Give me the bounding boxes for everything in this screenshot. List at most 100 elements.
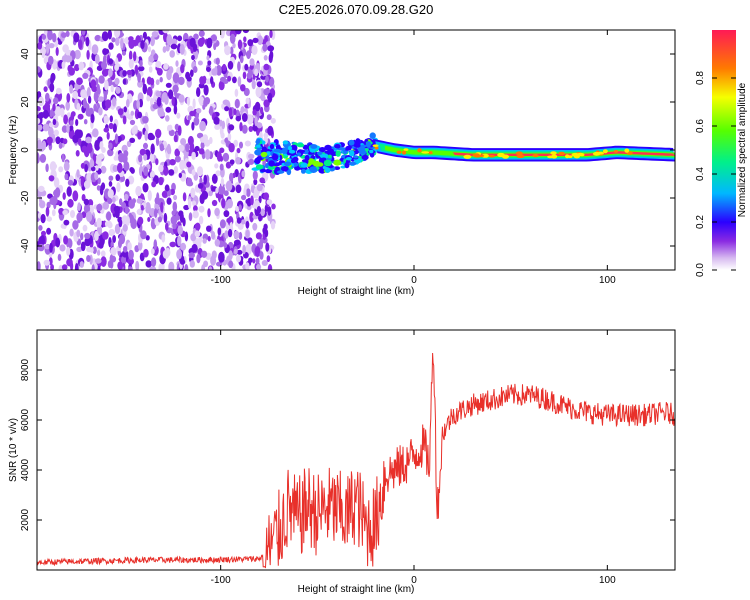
noise-blob [223, 79, 229, 84]
noise-blob [252, 109, 257, 116]
noise-blob [220, 132, 225, 139]
signal-blob [335, 150, 341, 157]
noise-blob [48, 43, 55, 49]
noise-blob [123, 193, 129, 201]
noise-blob [175, 60, 179, 67]
noise-blob [168, 124, 173, 131]
noise-blob [122, 50, 126, 56]
spectrogram-y-tick-label: -40 [20, 238, 31, 253]
noise-blob [139, 148, 147, 156]
noise-blob [137, 111, 143, 119]
noise-blob [191, 54, 195, 61]
noise-blob [90, 166, 96, 172]
noise-blob [106, 132, 110, 140]
noise-blob [255, 232, 262, 240]
noise-blob [263, 192, 270, 200]
noise-blob [186, 161, 192, 168]
noise-blob [188, 252, 195, 259]
noise-blob [269, 78, 274, 87]
noise-blob [137, 66, 145, 72]
noise-blob [189, 69, 194, 77]
noise-blob [169, 159, 176, 166]
noise-blob [82, 224, 88, 232]
noise-blob [156, 68, 163, 76]
noise-blob [74, 49, 81, 60]
noise-blob [79, 261, 85, 268]
noise-blob [263, 63, 270, 71]
noise-blob [151, 217, 155, 227]
noise-blob [150, 248, 155, 255]
noise-blob [70, 111, 76, 117]
noise-blob [124, 206, 129, 215]
noise-blob [114, 77, 120, 85]
signal-blob [323, 159, 332, 167]
noise-blob [201, 190, 209, 200]
spectrogram-ticks: -100 0 100 -40 -20 0 20 40 [20, 30, 675, 286]
noise-blob [186, 96, 191, 106]
noise-blob [77, 137, 82, 146]
noise-blob [173, 86, 178, 98]
noise-blob [242, 244, 246, 255]
noise-blob [150, 35, 155, 47]
noise-blob [137, 208, 142, 215]
noise-blob [208, 190, 213, 197]
signal-blob [321, 157, 327, 161]
noise-blob [159, 111, 166, 117]
noise-blob [246, 71, 253, 80]
noise-blob [37, 106, 41, 112]
noise-blob [40, 46, 46, 56]
signal-blob [316, 162, 324, 167]
noise-blob [147, 46, 152, 53]
noise-blob [120, 38, 124, 49]
noise-blob [155, 128, 162, 139]
noise-blob [252, 222, 258, 231]
noise-blob [44, 244, 51, 250]
noise-blob [223, 242, 228, 249]
noise-blob [37, 42, 43, 50]
noise-blob [245, 229, 250, 239]
noise-blob [228, 250, 233, 260]
noise-blob [45, 163, 49, 173]
noise-blob [67, 198, 74, 208]
noise-blob [198, 205, 205, 213]
chart-title: C2E5.2026.070.09.28.G20 [279, 2, 434, 17]
noise-blob [235, 205, 240, 212]
noise-blob [101, 31, 109, 41]
noise-blob [202, 238, 207, 244]
noise-blob [65, 100, 70, 111]
noise-blob [197, 60, 203, 66]
noise-blob [100, 250, 106, 257]
noise-blob [38, 96, 44, 107]
signal-blob [360, 144, 367, 148]
noise-blob [203, 98, 208, 107]
noise-blob [151, 181, 157, 188]
noise-blob [232, 76, 237, 84]
signal-peak-spot [516, 154, 525, 159]
noise-blob [183, 204, 190, 211]
signal-blob [348, 161, 357, 166]
noise-blob [127, 242, 132, 251]
noise-blob [265, 242, 270, 252]
noise-blob [161, 234, 166, 243]
noise-blob [137, 73, 142, 83]
noise-blob [68, 67, 75, 76]
noise-blob [108, 58, 114, 65]
noise-blob [51, 209, 56, 217]
noise-blob [41, 230, 46, 237]
noise-blob [107, 189, 114, 199]
noise-blob [194, 230, 201, 238]
noise-blob [126, 140, 132, 148]
noise-blob [126, 98, 130, 108]
noise-blob [233, 239, 241, 246]
noise-blob [169, 50, 175, 58]
noise-blob [92, 246, 97, 254]
noise-blob [77, 202, 81, 212]
noise-blob [191, 243, 198, 253]
noise-blob [198, 96, 205, 105]
noise-blob [37, 118, 41, 124]
noise-blob [215, 170, 221, 177]
noise-blob [70, 210, 75, 218]
noise-blob [206, 66, 211, 72]
noise-blob [119, 198, 123, 206]
